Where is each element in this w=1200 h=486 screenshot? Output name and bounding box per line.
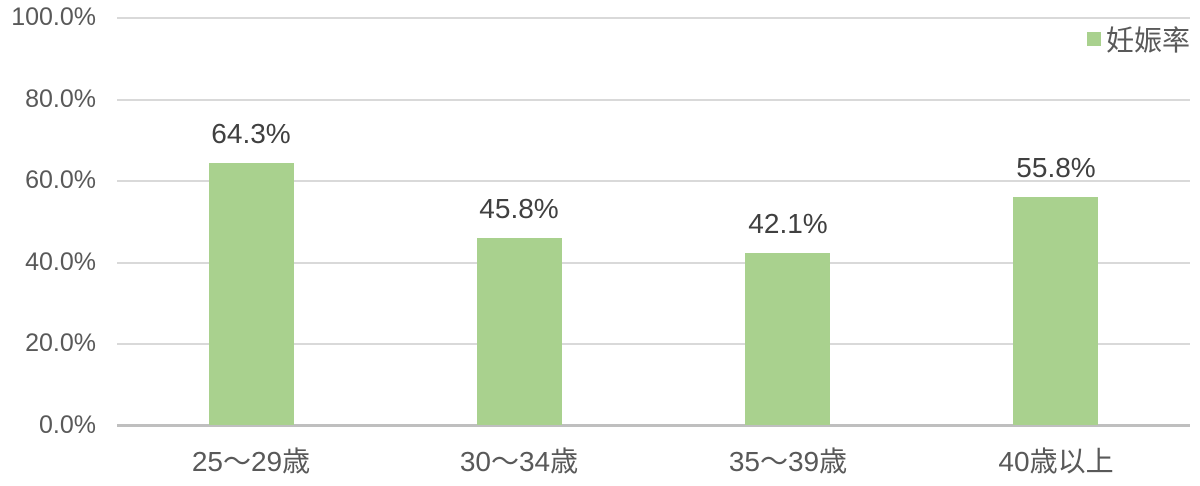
gridline — [117, 343, 1190, 345]
bar-data-label: 55.8% — [1016, 152, 1096, 183]
y-axis-tick-label: 100.0% — [11, 3, 96, 31]
y-axis-tick-label: 80.0% — [25, 85, 96, 113]
bar-data-label: 45.8% — [479, 193, 559, 224]
bar — [1013, 197, 1098, 425]
x-axis-category-label: 35〜39歳 — [728, 446, 848, 477]
gridline — [117, 262, 1190, 264]
x-axis-line — [117, 424, 1190, 427]
x-axis-category-label: 40歳以上 — [998, 446, 1114, 477]
gridline — [117, 180, 1190, 182]
x-axis-category-label: 30〜34歳 — [459, 446, 579, 477]
bar — [477, 238, 562, 425]
y-axis-tick-label: 40.0% — [25, 248, 96, 276]
gridline — [117, 99, 1190, 101]
bar-data-label: 64.3% — [211, 118, 291, 149]
bar-data-label: 42.1% — [748, 208, 828, 239]
legend-label: 妊娠率 — [1105, 25, 1190, 56]
y-axis-tick-label: 20.0% — [25, 329, 96, 357]
gridline — [117, 17, 1190, 19]
bar — [745, 253, 830, 425]
y-axis-tick-label: 60.0% — [25, 166, 96, 194]
y-axis-tick-label: 0.0% — [39, 411, 96, 439]
bar — [209, 163, 294, 425]
legend-swatch-icon — [1086, 32, 1101, 46]
legend: 妊娠率 — [1086, 22, 1190, 56]
x-axis-category-label: 25〜29歳 — [191, 446, 311, 477]
